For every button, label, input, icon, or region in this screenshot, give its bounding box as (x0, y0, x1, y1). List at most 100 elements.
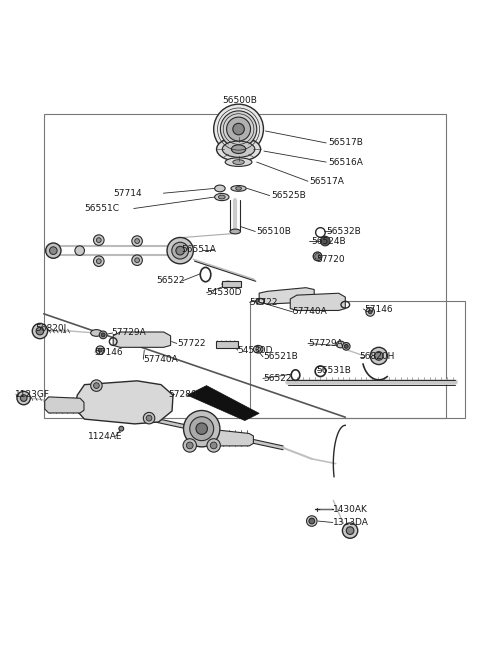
Circle shape (46, 243, 61, 258)
Ellipse shape (94, 256, 104, 266)
Text: 56531B: 56531B (317, 366, 351, 374)
Circle shape (101, 333, 105, 337)
Text: 57146: 57146 (364, 305, 393, 313)
Ellipse shape (132, 255, 143, 266)
Circle shape (196, 423, 207, 434)
Circle shape (144, 412, 155, 424)
Text: 56522: 56522 (156, 276, 185, 286)
Circle shape (17, 391, 30, 405)
Bar (44, 114, 446, 418)
Text: 56521B: 56521B (263, 353, 298, 361)
Circle shape (346, 527, 354, 535)
Circle shape (96, 346, 105, 355)
Ellipse shape (132, 236, 143, 246)
Circle shape (366, 307, 374, 316)
Ellipse shape (231, 145, 246, 153)
Text: 57729A: 57729A (308, 339, 343, 348)
Text: 1123GF: 1123GF (15, 390, 50, 398)
Ellipse shape (135, 238, 140, 244)
Text: 54530D: 54530D (206, 288, 242, 297)
Ellipse shape (91, 329, 102, 336)
Ellipse shape (216, 137, 261, 161)
Text: 57714: 57714 (113, 189, 142, 198)
Text: 56522: 56522 (263, 374, 291, 383)
Circle shape (233, 124, 244, 135)
Circle shape (183, 439, 196, 452)
Circle shape (146, 415, 152, 421)
Ellipse shape (135, 258, 140, 262)
Circle shape (315, 254, 321, 259)
Circle shape (321, 236, 330, 246)
Polygon shape (75, 381, 173, 424)
Text: 56551C: 56551C (84, 204, 120, 213)
Circle shape (227, 117, 251, 141)
Circle shape (49, 247, 57, 254)
Text: 56510B: 56510B (257, 227, 292, 236)
Ellipse shape (167, 238, 193, 264)
Text: 57722: 57722 (250, 298, 278, 307)
Text: 57720: 57720 (317, 255, 345, 264)
Circle shape (214, 104, 264, 154)
Polygon shape (45, 397, 84, 413)
Text: 57729A: 57729A (112, 329, 146, 337)
Text: 56820H: 56820H (360, 353, 395, 361)
Text: 57722: 57722 (177, 339, 205, 348)
Bar (216, 341, 238, 349)
Text: 57280: 57280 (168, 390, 197, 398)
Bar (250, 301, 465, 418)
Circle shape (342, 523, 358, 539)
Ellipse shape (96, 259, 101, 264)
Bar (222, 282, 241, 287)
Text: 56525B: 56525B (271, 191, 306, 200)
Ellipse shape (336, 341, 345, 348)
Polygon shape (187, 386, 259, 420)
Polygon shape (210, 430, 253, 446)
Circle shape (374, 352, 383, 361)
Circle shape (94, 382, 99, 388)
Ellipse shape (94, 235, 104, 246)
Polygon shape (259, 288, 314, 304)
Circle shape (342, 343, 350, 350)
Circle shape (186, 442, 193, 449)
Circle shape (183, 410, 220, 447)
Circle shape (220, 111, 257, 147)
Ellipse shape (218, 195, 225, 199)
Ellipse shape (236, 187, 241, 190)
Text: 56516A: 56516A (328, 157, 363, 167)
Polygon shape (290, 293, 345, 311)
Circle shape (368, 310, 372, 314)
Polygon shape (113, 332, 170, 347)
Text: 1124AE: 1124AE (88, 432, 122, 441)
Circle shape (207, 439, 220, 452)
Circle shape (98, 349, 102, 352)
Ellipse shape (253, 345, 263, 353)
Circle shape (370, 347, 387, 365)
Circle shape (307, 516, 317, 527)
Text: 56532B: 56532B (326, 227, 361, 236)
Text: 56551A: 56551A (181, 245, 216, 254)
Circle shape (210, 442, 217, 449)
Ellipse shape (96, 238, 101, 242)
Ellipse shape (215, 185, 225, 192)
Ellipse shape (176, 246, 184, 255)
Circle shape (36, 327, 44, 335)
Text: 56820J: 56820J (35, 323, 66, 333)
Circle shape (75, 246, 84, 256)
Text: 57740A: 57740A (144, 355, 178, 364)
Circle shape (99, 331, 107, 339)
Text: 57740A: 57740A (293, 307, 327, 317)
Circle shape (91, 380, 102, 391)
Text: 54530D: 54530D (238, 346, 273, 355)
Ellipse shape (222, 282, 234, 287)
Ellipse shape (225, 158, 252, 167)
Circle shape (32, 323, 48, 339)
Ellipse shape (222, 141, 255, 157)
Text: 1313DA: 1313DA (333, 518, 369, 527)
Text: 1430AK: 1430AK (333, 505, 368, 513)
Text: 56517B: 56517B (328, 139, 363, 147)
Text: 56500B: 56500B (223, 96, 257, 105)
Text: 56524B: 56524B (311, 236, 346, 246)
Circle shape (190, 417, 214, 441)
Text: 57146: 57146 (94, 347, 123, 357)
Ellipse shape (231, 185, 246, 191)
